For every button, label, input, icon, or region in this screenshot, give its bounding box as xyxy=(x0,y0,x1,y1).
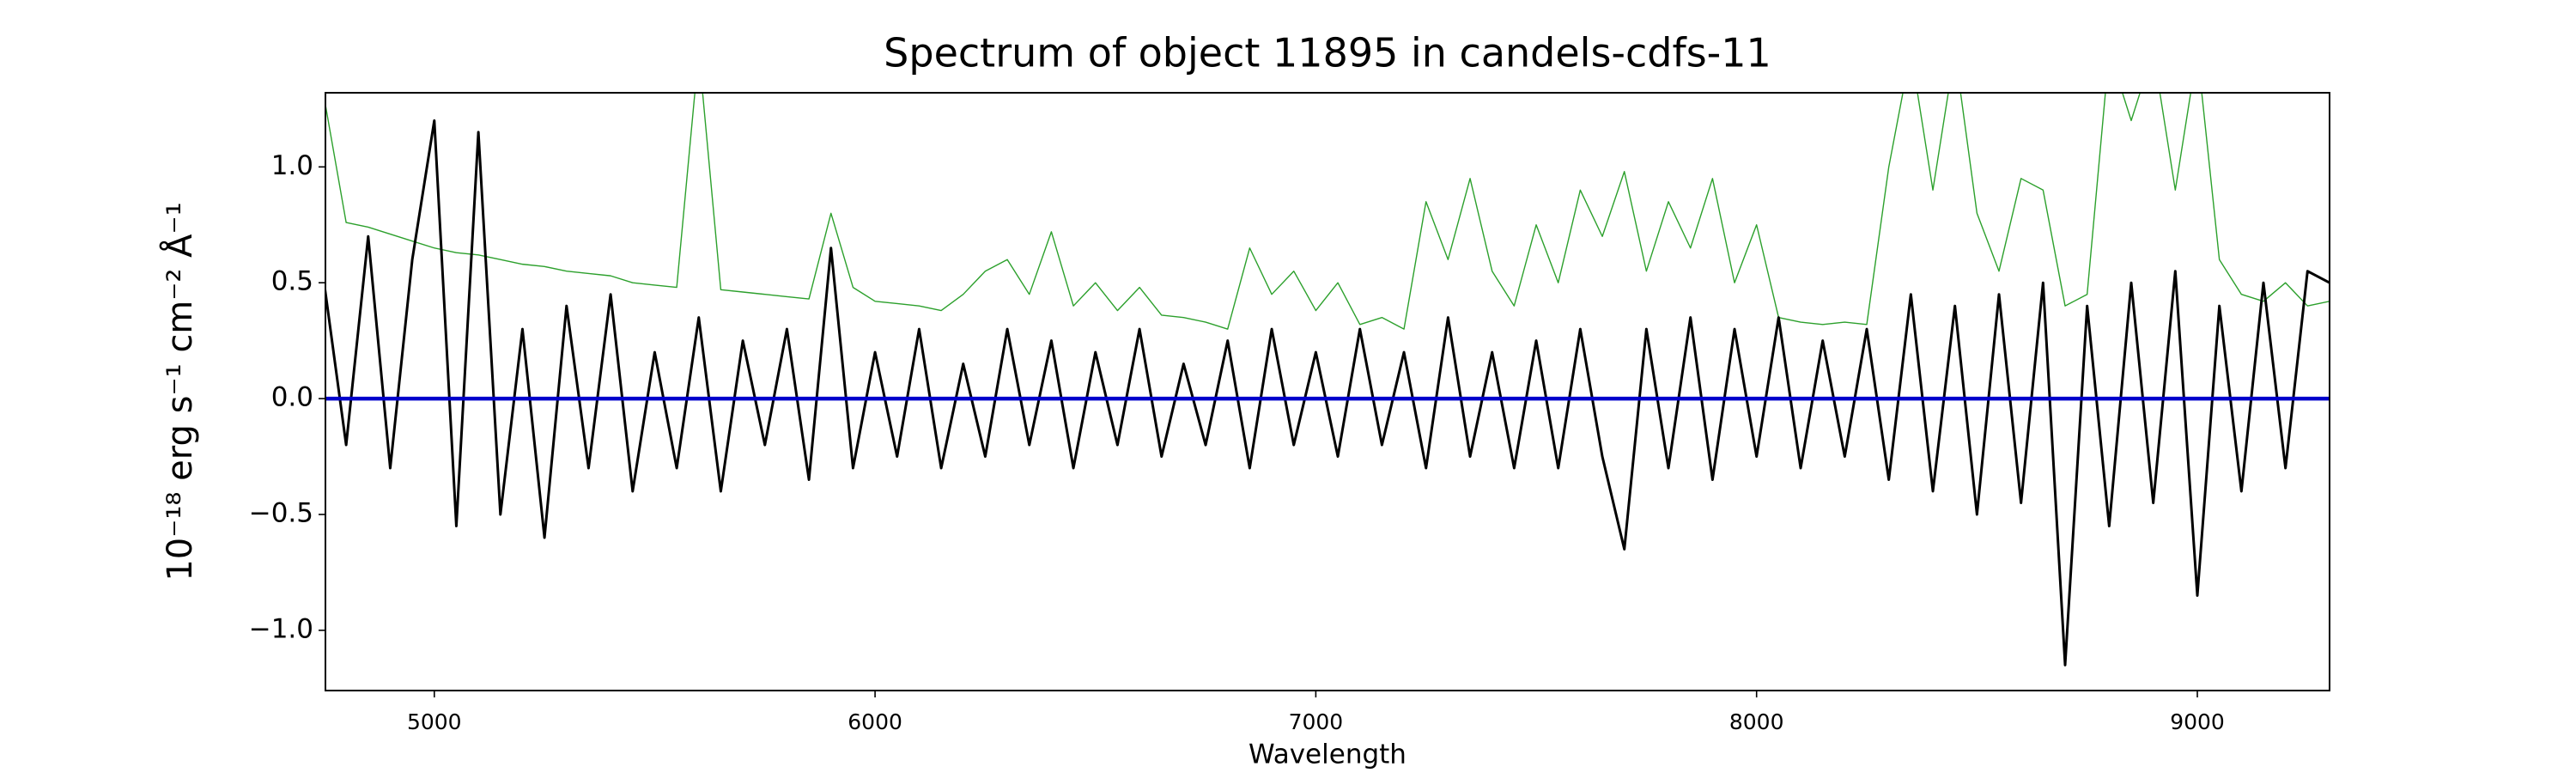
spectrum-line xyxy=(325,93,2330,330)
y-tick-label: −1.0 xyxy=(249,613,313,644)
y-tick-label: −0.5 xyxy=(249,497,313,528)
x-tick-label: 5000 xyxy=(407,709,462,734)
y-axis-label: 10⁻¹⁸ erg s⁻¹ cm⁻² Å⁻¹ xyxy=(159,202,200,581)
x-tick-label: 8000 xyxy=(1729,709,1784,734)
y-tick-label: 0.0 xyxy=(271,382,313,413)
x-tick-label: 9000 xyxy=(2170,709,2225,734)
x-tick-label: 7000 xyxy=(1289,709,1344,734)
spectrum-line xyxy=(325,119,2330,666)
y-tick-label: 1.0 xyxy=(271,150,313,181)
x-axis-label: Wavelength xyxy=(1249,740,1406,770)
chart-title: Spectrum of object 11895 in candels-cdfs… xyxy=(884,30,1771,76)
plot-area xyxy=(325,93,2330,666)
y-tick-label: 0.5 xyxy=(271,266,313,297)
x-tick-label: 6000 xyxy=(848,709,902,734)
axes-frame xyxy=(325,92,2330,691)
